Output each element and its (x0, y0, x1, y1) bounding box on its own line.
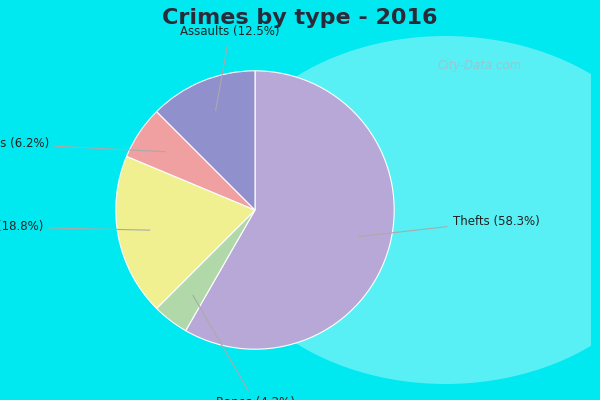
Text: Crimes by type - 2016: Crimes by type - 2016 (162, 8, 438, 28)
Wedge shape (127, 112, 255, 210)
Wedge shape (157, 210, 255, 331)
Text: Thefts (58.3%): Thefts (58.3%) (359, 215, 539, 237)
Ellipse shape (212, 36, 600, 384)
Text: Burglaries (18.8%): Burglaries (18.8%) (0, 220, 150, 233)
Wedge shape (157, 71, 255, 210)
Text: Rapes (4.2%): Rapes (4.2%) (193, 295, 295, 400)
Text: Assaults (12.5%): Assaults (12.5%) (180, 25, 280, 111)
Text: Auto thefts (6.2%): Auto thefts (6.2%) (0, 137, 166, 152)
Wedge shape (185, 71, 394, 349)
Wedge shape (116, 156, 255, 308)
Text: City-Data.com: City-Data.com (438, 60, 522, 72)
